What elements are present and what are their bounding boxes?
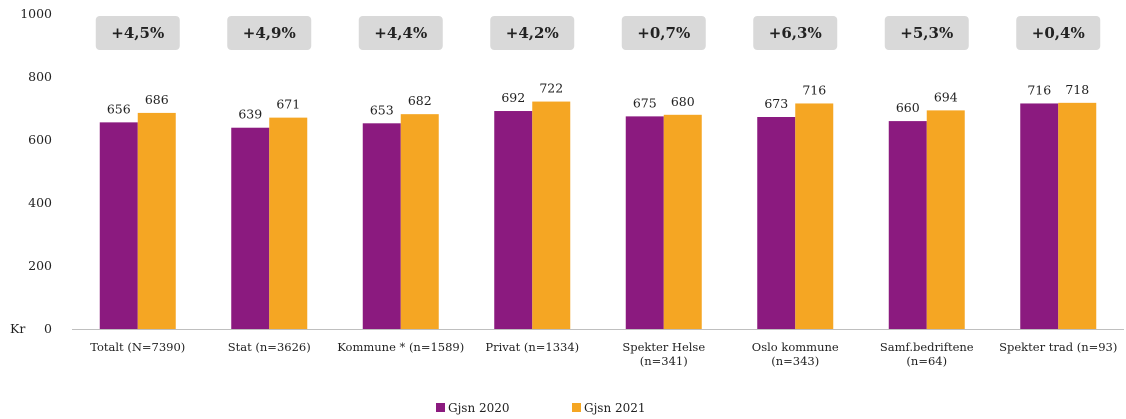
bar-2020 [888,121,927,329]
bars [99,101,1097,330]
change-badge [884,16,969,50]
legend-swatch [436,403,445,412]
bar-value-label: 680 [671,94,695,109]
bar-value-label: 682 [408,93,432,108]
bar-value-label: 673 [764,96,788,111]
bar-value-label: 686 [145,92,169,107]
x-category-label: Spekter Helse [622,340,705,354]
bar-2021 [926,110,965,329]
change-badge [490,16,575,50]
y-tick-label: 1000 [20,6,52,21]
x-category-label: Spekter trad (n=93) [999,340,1117,354]
bar-value-label: 692 [501,90,525,105]
bar-2021 [663,114,702,329]
bar-value-label: 660 [896,100,920,115]
change-badge-label: +6,3% [769,24,822,42]
x-category-label: (n=64) [906,354,947,368]
change-badge [1016,16,1101,50]
x-category-label: Samf.bedriftene [880,340,974,354]
bar-value-label: 718 [1065,82,1089,97]
change-badge [621,16,706,50]
bar-2020 [625,116,664,329]
bar-value-label: 639 [238,107,262,122]
bar-2020 [1020,103,1059,330]
change-badge-label: +5,3% [900,24,953,42]
bar-2021 [532,101,571,329]
bar-2021 [137,112,176,329]
change-badge-label: +4,5% [111,24,164,42]
x-category-label: Kommune * (n=1589) [337,340,464,354]
x-category-label: Oslo kommune [752,340,839,354]
bar-value-label: 675 [633,95,657,110]
y-tick-label: 200 [28,258,52,273]
bar-2021 [269,117,308,329]
bar-value-label: 716 [1027,82,1051,97]
bar-2021 [1058,102,1097,329]
bar-2020 [99,122,138,329]
change-badge-label: +4,2% [506,24,559,42]
x-category-label: Privat (n=1334) [485,340,579,354]
x-category-label: Stat (n=3626) [228,340,311,354]
change-badge [753,16,838,50]
bar-value-label: 694 [934,89,958,104]
bar-2021 [400,114,439,329]
y-axis-label: Kr [10,321,25,336]
bar-value-label: 716 [802,82,826,97]
y-tick-label: 400 [28,195,52,210]
y-tick-label: 800 [28,69,52,84]
legend-label: Gjsn 2021 [584,401,646,415]
x-category-label: (n=343) [771,354,819,368]
legend-swatch [572,403,581,412]
value-labels: 656 686 639 671 653 682 692 722 675 680 673 716 660 6… [107,81,1089,122]
bar-2021 [795,103,834,330]
bar-value-label: 722 [539,81,563,96]
change-badge-label: +0,4% [1032,24,1085,42]
bar-2020 [362,123,401,330]
bar-value-label: 653 [370,102,394,117]
category-labels: Totalt (N=7390) Stat (n=3626) Kommune * (n… [90,340,1117,368]
legend: Gjsn 2020 Gjsn 2021 [436,401,646,415]
bar-value-label: 656 [107,101,131,116]
change-badge [358,16,443,50]
change-annotations: +4,5% +4,9% +4,4% +4,2% +0,7% +6,3% +5,3% +0,4% [95,16,1101,50]
change-badge-label: +4,4% [374,24,427,42]
bar-value-label: 671 [276,97,300,112]
change-badge-label: +0,7% [637,24,690,42]
x-category-label: (n=341) [640,354,688,368]
y-tick-label: 600 [28,132,52,147]
bar-2020 [231,127,270,329]
y-axis: 0 200 400 600 800 1000 Kr [10,6,52,336]
bar-2020 [757,117,796,329]
change-badge [95,16,180,50]
legend-label: Gjsn 2020 [448,401,510,415]
bar-2020 [494,111,533,330]
change-badge [227,16,312,50]
change-badge-label: +4,9% [243,24,296,42]
x-category-label: Totalt (N=7390) [90,340,185,354]
y-tick-label: 0 [44,321,52,336]
